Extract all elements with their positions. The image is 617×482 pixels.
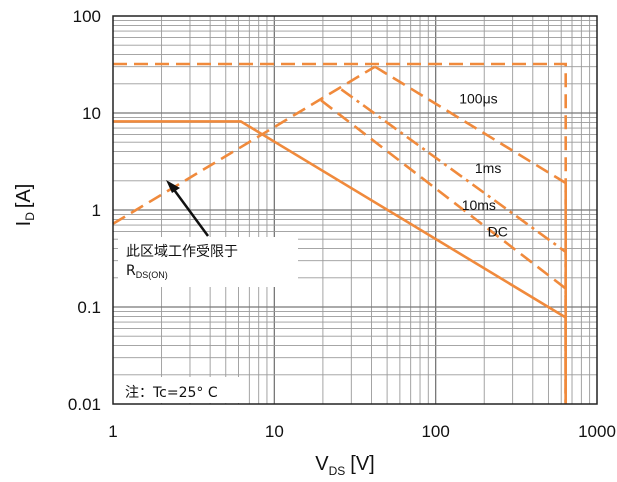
x-tick-label: 1 <box>108 422 117 441</box>
y-axis-label: ID[A] <box>13 184 37 227</box>
x-tick-label: 10 <box>265 422 284 441</box>
limit-arrow <box>170 186 210 237</box>
curve-10ms <box>320 99 568 404</box>
y-tick-label: 100 <box>73 7 101 26</box>
curve-labels: 100μs 1ms 10ms DC <box>459 91 508 240</box>
plot-frame <box>112 15 598 405</box>
x-tick-label: 1000 <box>578 422 616 441</box>
y-tick-label: 10 <box>82 104 101 123</box>
curve-label: 1ms <box>475 160 501 176</box>
limit-annotation-text: 此区域工作受限于 <box>126 244 238 260</box>
curve-boundary-4 <box>112 65 376 225</box>
curve-1ms <box>340 88 568 404</box>
curve-label: 10ms <box>462 197 496 213</box>
tick-labels: 1 10 100 1000 0.01 0.1 1 10 100 <box>68 7 616 441</box>
curve-label: DC <box>488 224 508 240</box>
note-text: 注：Tc=25° C <box>125 385 218 401</box>
limit-arrowhead <box>166 180 180 193</box>
x-axis-label: VDS [V] <box>315 453 374 478</box>
y-tick-label: 0.01 <box>68 395 101 414</box>
curve-label: 100μs <box>459 91 497 107</box>
x-tick-label: 100 <box>421 422 449 441</box>
limit-annotation-rds: RDS(ON) <box>126 263 168 280</box>
limit-annotation-box <box>118 237 298 287</box>
y-tick-label: 1 <box>92 201 101 220</box>
note-box <box>118 377 240 403</box>
grid <box>113 16 597 404</box>
curve-boundary-5 <box>113 62 568 404</box>
y-tick-label: 0.1 <box>77 298 101 317</box>
curves <box>112 62 568 404</box>
